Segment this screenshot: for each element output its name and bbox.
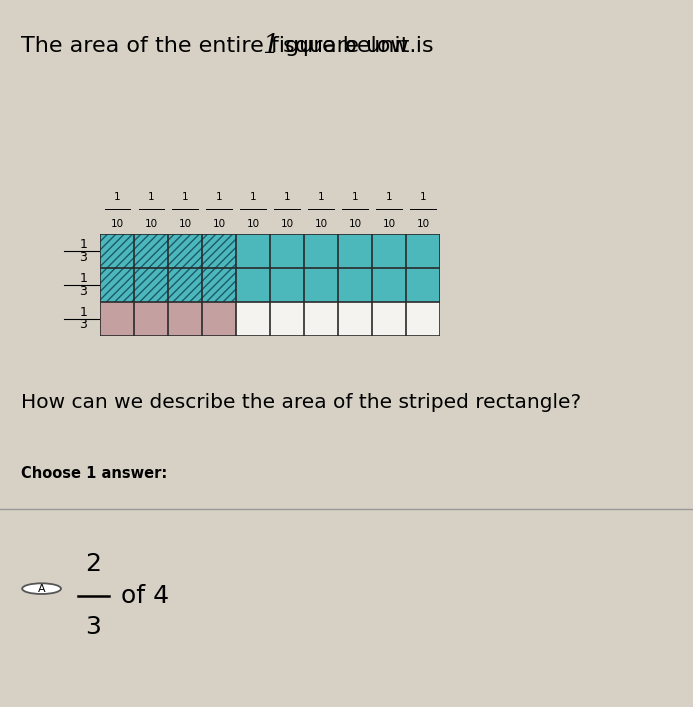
Text: 10: 10: [281, 219, 294, 229]
Bar: [168, 234, 202, 268]
Text: 3: 3: [86, 615, 101, 639]
Text: 1: 1: [284, 192, 290, 201]
Bar: [134, 234, 168, 268]
Text: 10: 10: [383, 219, 396, 229]
Text: 1: 1: [148, 192, 155, 201]
Text: 10: 10: [145, 219, 158, 229]
Bar: [270, 268, 304, 302]
Bar: [304, 302, 338, 336]
Text: 1: 1: [250, 192, 256, 201]
Text: 10: 10: [247, 219, 260, 229]
Bar: [168, 302, 202, 336]
Bar: [338, 234, 372, 268]
Text: 1: 1: [386, 192, 392, 201]
Circle shape: [22, 583, 61, 594]
Text: square unit.: square unit.: [276, 36, 416, 56]
Text: 10: 10: [213, 219, 226, 229]
Text: 10: 10: [179, 219, 192, 229]
Text: 1: 1: [262, 33, 279, 59]
Bar: [406, 302, 440, 336]
Bar: [134, 234, 168, 268]
Bar: [202, 268, 236, 302]
Bar: [372, 302, 406, 336]
Bar: [236, 234, 270, 268]
Bar: [202, 268, 236, 302]
Text: 3: 3: [79, 318, 87, 332]
Text: 10: 10: [111, 219, 124, 229]
Text: 10: 10: [349, 219, 362, 229]
Text: 1: 1: [79, 272, 87, 286]
Text: 1: 1: [216, 192, 222, 201]
Text: 1: 1: [318, 192, 324, 201]
Text: 1: 1: [79, 306, 87, 320]
Bar: [100, 234, 134, 268]
Text: 2: 2: [85, 552, 102, 575]
Bar: [338, 302, 372, 336]
Text: 3: 3: [79, 250, 87, 264]
Text: 10: 10: [315, 219, 328, 229]
Text: 10: 10: [416, 219, 430, 229]
Bar: [202, 302, 236, 336]
Bar: [372, 268, 406, 302]
Text: 1: 1: [420, 192, 426, 201]
Bar: [100, 302, 134, 336]
Bar: [270, 302, 304, 336]
Bar: [406, 268, 440, 302]
Bar: [304, 234, 338, 268]
Bar: [134, 268, 168, 302]
Bar: [406, 234, 440, 268]
Bar: [100, 268, 134, 302]
Bar: [100, 234, 134, 268]
Text: 1: 1: [114, 192, 121, 201]
Bar: [372, 234, 406, 268]
Bar: [202, 234, 236, 268]
Text: of 4: of 4: [121, 584, 170, 608]
Bar: [168, 268, 202, 302]
Text: 1: 1: [79, 238, 87, 251]
Bar: [168, 234, 202, 268]
Bar: [236, 268, 270, 302]
Bar: [236, 302, 270, 336]
Bar: [168, 268, 202, 302]
Text: 3: 3: [79, 284, 87, 298]
Bar: [134, 268, 168, 302]
Text: 1: 1: [352, 192, 358, 201]
Bar: [304, 268, 338, 302]
Text: The area of the entire figure below is: The area of the entire figure below is: [21, 36, 441, 56]
Bar: [100, 268, 134, 302]
Text: How can we describe the area of the striped rectangle?: How can we describe the area of the stri…: [21, 394, 581, 412]
Bar: [202, 234, 236, 268]
Text: A: A: [37, 584, 46, 594]
Text: 1: 1: [182, 192, 188, 201]
Text: Choose 1 answer:: Choose 1 answer:: [21, 466, 167, 481]
Bar: [134, 302, 168, 336]
Bar: [270, 234, 304, 268]
Bar: [338, 268, 372, 302]
